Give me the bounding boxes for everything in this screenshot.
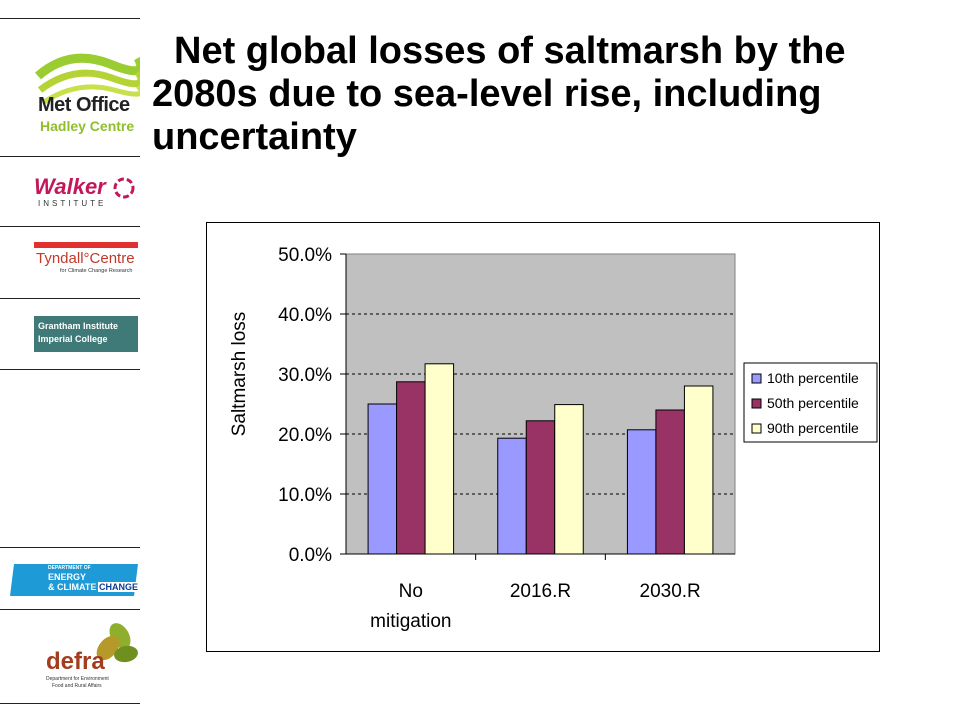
grantham-name: Grantham Institute bbox=[38, 321, 119, 331]
sidebar-divider bbox=[0, 703, 140, 704]
sidebar-divider bbox=[0, 226, 140, 227]
sidebar-divider bbox=[0, 369, 140, 370]
defra-logo: defra Department for Environment Food an… bbox=[0, 618, 140, 694]
bar bbox=[525, 420, 556, 555]
y-tick-label: 0.0% bbox=[289, 545, 332, 566]
y-tick-label: 20.0% bbox=[278, 425, 332, 446]
bar bbox=[655, 409, 685, 555]
decc-energy: ENERGY bbox=[48, 572, 87, 582]
bar bbox=[367, 403, 398, 555]
saltmarsh-loss-chart: 0.0% 10.0% 20.0% 30.0% 40.0% 50.0% Saltmarsh l… bbox=[229, 245, 878, 632]
bar bbox=[497, 437, 527, 555]
met-office-logo: Met Office Hadley Centre bbox=[0, 28, 146, 148]
x-tick-label: No bbox=[399, 581, 423, 602]
bar bbox=[683, 385, 714, 555]
legend-box bbox=[743, 362, 878, 443]
grantham-institute-logo: Grantham Institute Imperial College bbox=[0, 316, 140, 354]
sidebar-divider bbox=[0, 156, 140, 157]
sidebar-logos: Met Office Hadley Centre Walker INSTITUT… bbox=[0, 0, 146, 720]
decc-logo: DEPARTMENT OF ENERGY & CLIMATE CHANGE bbox=[0, 560, 140, 600]
sidebar-divider bbox=[0, 18, 140, 19]
met-office-name: Met Office bbox=[38, 94, 130, 116]
y-tick-label: 50.0% bbox=[278, 245, 332, 266]
tyndall-bar bbox=[34, 242, 138, 248]
met-office-subname: Hadley Centre bbox=[40, 118, 135, 134]
tyndall-centre-logo: Tyndall°Centre for Climate Change Resear… bbox=[0, 240, 140, 280]
defra-subname-2: Food and Rural Affairs bbox=[52, 683, 102, 689]
defra-leaf-icon bbox=[96, 623, 138, 663]
walker-name: Walker bbox=[34, 174, 106, 199]
decc-change: CHANGE bbox=[98, 582, 140, 592]
sidebar-divider bbox=[0, 609, 140, 610]
legend-swatch bbox=[751, 373, 762, 384]
decc-dept: DEPARTMENT OF bbox=[48, 565, 91, 571]
bar bbox=[626, 429, 657, 555]
legend-label: 90th percentile bbox=[767, 420, 859, 436]
grantham-box: Grantham Institute Imperial College bbox=[34, 316, 138, 352]
legend-label: 10th percentile bbox=[767, 370, 859, 386]
bar bbox=[396, 381, 426, 555]
y-tick-label: 10.0% bbox=[278, 485, 332, 506]
page-title: Net global losses of saltmarsh by the 20… bbox=[152, 30, 846, 158]
bar bbox=[424, 363, 455, 555]
grantham-subname: Imperial College bbox=[38, 334, 108, 344]
defra-name: defra bbox=[46, 648, 105, 675]
x-tick-label: mitigation bbox=[370, 611, 451, 632]
legend-label: 50th percentile bbox=[767, 395, 859, 411]
chart-frame: 0.0% 10.0% 20.0% 30.0% 40.0% 50.0% Saltmarsh l… bbox=[206, 222, 880, 652]
walker-institute-logo: Walker INSTITUTE bbox=[0, 166, 140, 218]
sidebar-divider bbox=[0, 298, 140, 299]
y-tick-label: 40.0% bbox=[278, 305, 332, 326]
tyndall-name: Tyndall°Centre bbox=[36, 250, 135, 267]
bar bbox=[554, 404, 584, 555]
walker-swirl-icon bbox=[113, 177, 135, 199]
sidebar-divider bbox=[0, 547, 140, 548]
legend-swatch bbox=[751, 398, 762, 409]
y-axis-label: Saltmarsh loss bbox=[229, 312, 250, 437]
legend-swatch bbox=[751, 423, 762, 434]
decc-climate: & CLIMATE bbox=[48, 582, 97, 592]
x-tick-label: 2030.R bbox=[640, 581, 701, 602]
x-tick-label: 2016.R bbox=[510, 581, 571, 602]
walker-subname: INSTITUTE bbox=[38, 199, 107, 208]
defra-subname: Department for Environment bbox=[46, 676, 109, 682]
y-tick-label: 30.0% bbox=[278, 365, 332, 386]
tyndall-subname: for Climate Change Research bbox=[60, 268, 133, 274]
